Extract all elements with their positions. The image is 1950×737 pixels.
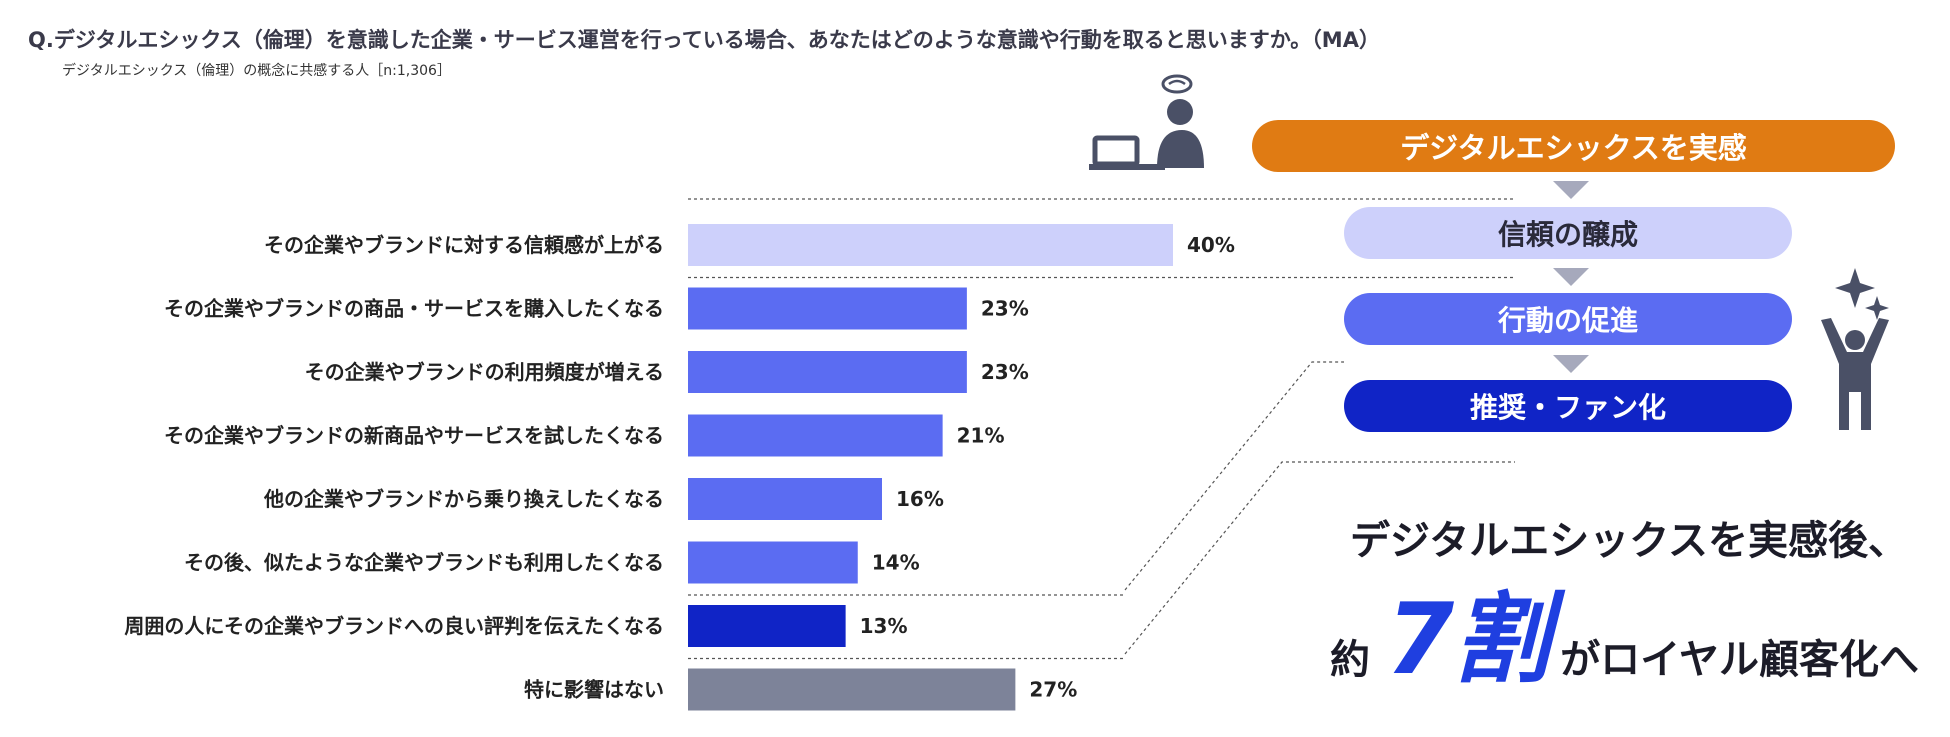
value-label: 16% [896,487,944,511]
category-label: 周囲の人にその企業やブランドへの良い評判を伝えたくなる [124,614,664,638]
category-label: その企業やブランドに対する信頼感が上がる [264,233,664,257]
connector-line [1124,461,1515,655]
value-label: 13% [860,614,908,638]
flow-step-action: 行動の促進 [1344,293,1792,345]
summary-big-number: 7割 [1386,583,1550,697]
connector-lines [1124,361,1515,655]
value-label: 27% [1029,678,1077,702]
bar [688,287,967,330]
flow-step-realize: デジタルエシックスを実感 [1252,120,1895,172]
page-title: Q.デジタルエシックス（倫理）を意識した企業・サービス運営を行っている場合、あな… [28,28,1380,52]
category-label: その企業やブランドの商品・サービスを購入したくなる [164,297,664,321]
summary-rest: がロイヤル顧客化へ [1560,637,1920,683]
flow-step-recommend: 推奨・ファン化 [1344,380,1792,432]
value-label: 21% [957,424,1005,448]
sparkle-icon [1835,268,1875,308]
category-labels: その企業やブランドに対する信頼感が上がるその企業やブランドの商品・サービスを購入… [124,233,664,702]
connector-line [1124,361,1344,591]
value-label: 23% [981,360,1029,384]
category-label: 他の企業やブランドから乗り換えしたくなる [263,487,664,511]
value-label: 14% [872,551,920,575]
bar [688,224,1173,266]
bar [688,478,882,520]
category-label: 特に影響はない [524,678,664,702]
summary-approx: 約 [1330,637,1370,683]
bar [688,351,967,393]
chart-dividers [688,198,1515,660]
category-label: その企業やブランドの利用頻度が増える [305,360,664,384]
page-subtitle: デジタルエシックス（倫理）の概念に共感する人［n:1,306］ [62,63,451,79]
summary-line: デジタルエシックスを実感後、 [1350,518,1908,564]
value-label: 40% [1187,233,1235,257]
bar [688,541,858,584]
category-label: その企業やブランドの新商品やサービスを試したくなる [164,424,664,448]
flow-step-trust: 信頼の醸成 [1344,207,1792,259]
summary-highlight: 約 7割 がロイヤル顧客化へ [1330,560,1919,697]
value-labels: 40% 23% 23% 21% 16% 14% 13% 27% [860,233,1235,702]
flow-arrow-down [1553,355,1589,373]
bar [688,605,846,647]
bar [688,668,1016,711]
bars [688,224,1173,711]
category-label: その後、似たような企業やブランドも利用したくなる [184,551,664,575]
value-label: 23% [981,297,1029,321]
person-at-laptop-icon [1089,74,1204,170]
flow-arrow-down [1553,268,1589,286]
celebrating-person-icon [1821,268,1889,430]
bar [688,414,943,457]
flow-arrow-down [1553,181,1589,199]
